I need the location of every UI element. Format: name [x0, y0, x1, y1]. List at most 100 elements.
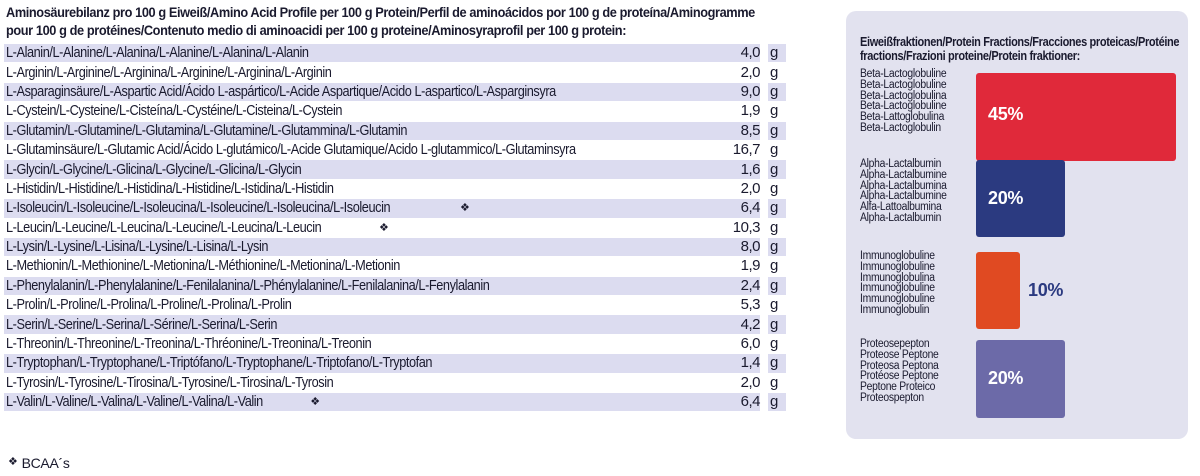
amino-acid-name: L-Serin/L-Serine/L-Serina/L-Sérine/L-Ser…: [4, 314, 694, 335]
amino-acid-name-text: L-Isoleucin/L-Isoleucine/L-Isoleucina/L-…: [6, 199, 391, 217]
amino-acid-name-text: L-Threonin/L-Threonine/L-Treonina/L-Thré…: [6, 335, 372, 353]
amino-acid-name: L-Valin/L-Valine/L-Valina/L-Valine/L-Val…: [4, 392, 694, 413]
amino-acid-name-text: L-Methionin/L-Methionine/L-Metionina/L-M…: [6, 257, 400, 275]
amino-acid-section: Aminosäurebilanz pro 100 g Eiweiß/Amino …: [4, 4, 786, 413]
amino-acid-unit: g: [768, 179, 786, 200]
column-gap: [760, 198, 768, 219]
amino-acid-value: 5,3: [694, 295, 761, 316]
table-row: L-Glutamin/L-Glutamine/L-Glutamina/L-Glu…: [4, 121, 786, 141]
amino-acid-value: 8,5: [694, 121, 761, 141]
fraction-percent-label: 20%: [988, 368, 1024, 388]
fraction-name: Peptone Proteico: [860, 381, 936, 394]
amino-acid-unit: g: [768, 353, 786, 374]
table-row: L-Valin/L-Valine/L-Valina/L-Valine/L-Val…: [4, 392, 786, 413]
fraction-percent-label: 10%: [1028, 280, 1064, 300]
amino-acid-unit: g: [768, 121, 786, 141]
bcaa-mark-icon: ❖: [8, 456, 18, 468]
amino-acid-unit: g: [768, 82, 786, 103]
column-gap: [760, 276, 768, 297]
amino-acid-name: L-Phenylalanin/L-Phenylalanine/L-Fenilal…: [4, 276, 694, 297]
amino-acid-value: 1,9: [694, 101, 761, 122]
table-row: L-Serin/L-Serine/L-Serina/L-Sérine/L-Ser…: [4, 314, 786, 335]
fraction-name: Proteosa Peptona: [860, 359, 939, 372]
column-gap: [760, 218, 768, 238]
column-gap: [760, 121, 768, 141]
amino-acid-name-text: L-Cystein/L-Cysteine/L-Cisteína/L-Cystéi…: [6, 102, 343, 120]
amino-acid-name-text: L-Valin/L-Valine/L-Valina/L-Valine/L-Val…: [6, 393, 263, 411]
amino-acid-value: 1,9: [694, 256, 761, 277]
column-gap: [760, 62, 768, 83]
fraction-name: Beta-Lactoglobulina: [860, 89, 947, 102]
fraction-names: Alpha-Lactalbumin Alpha-Lactalbumine Alpha…: [860, 158, 947, 224]
amino-acid-name-text: L-Prolin/L-Proline/L-Prolina/L-Proline/L…: [6, 296, 292, 314]
table-row: L-Tryptophan/L-Tryptophane/L-Triptófano/…: [4, 353, 786, 374]
bcaa-footnote-text: BCAA´s: [21, 455, 70, 471]
table-row: L-Leucin/L-Leucine/L-Leucina/L-Leucine/L…: [4, 218, 786, 238]
column-gap: [760, 256, 768, 277]
fraction-bar: [976, 340, 1065, 418]
column-gap: [760, 237, 768, 258]
table-row: L-Threonin/L-Threonine/L-Treonina/L-Thré…: [4, 334, 786, 355]
amino-acid-unit: g: [768, 44, 786, 64]
amino-acid-value: 6,4: [694, 198, 761, 219]
amino-acid-name: L-Glutaminsäure/L-Glutamic Acid/Ácido L-…: [4, 140, 694, 161]
amino-acid-name: L-Methionin/L-Methionine/L-Metionina/L-M…: [4, 256, 694, 277]
amino-acid-name: L-Asparaginsäure/L-Aspartic Acid/Ácido L…: [4, 82, 694, 103]
amino-acid-name: L-Prolin/L-Proline/L-Prolina/L-Proline/L…: [4, 295, 694, 316]
amino-acid-unit: g: [768, 314, 786, 335]
amino-acid-unit: g: [768, 198, 786, 219]
amino-acid-value: 4,2: [694, 314, 761, 335]
amino-acid-name-text: L-Alanin/L-Alanine/L-Alanina/L-Alanine/L…: [6, 44, 309, 62]
amino-acid-name-text: L-Leucin/L-Leucine/L-Leucina/L-Leucine/L…: [6, 218, 322, 236]
table-row: L-Asparaginsäure/L-Aspartic Acid/Ácido L…: [4, 82, 786, 103]
column-gap: [760, 314, 768, 335]
amino-acid-name-text: L-Tyrosin/L-Tyrosine/L-Tirosina/L-Tyrosi…: [6, 373, 334, 391]
column-gap: [760, 82, 768, 103]
fraction-name: Beta-Lactoglobuline: [860, 78, 947, 91]
column-gap: [760, 353, 768, 374]
amino-acid-name-text: L-Histidin/L-Histidine/L-Histidina/L-His…: [6, 179, 334, 197]
table-row: L-Tyrosin/L-Tyrosine/L-Tirosina/L-Tyrosi…: [4, 373, 786, 394]
amino-acid-unit: g: [768, 373, 786, 394]
amino-acid-name: L-Tryptophan/L-Tryptophane/L-Triptófano/…: [4, 353, 694, 374]
amino-acid-unit: g: [768, 256, 786, 277]
amino-acid-name-text: L-Serin/L-Serine/L-Serina/L-Sérine/L-Ser…: [6, 315, 278, 333]
table-row: L-Isoleucin/L-Isoleucine/L-Isoleucina/L-…: [4, 198, 786, 219]
amino-acid-value: 2,0: [694, 62, 761, 83]
column-gap: [760, 44, 768, 64]
amino-acid-unit: g: [768, 159, 786, 180]
amino-acid-name-text: L-Phenylalanin/L-Phenylalanine/L-Fenilal…: [6, 276, 490, 294]
amino-acid-unit: g: [768, 62, 786, 83]
fraction-percent-label: 45%: [988, 104, 1024, 124]
amino-acid-name: L-Cystein/L-Cysteine/L-Cisteína/L-Cystéi…: [4, 101, 694, 122]
fraction-name: Beta-Lactoglobulin: [860, 121, 941, 134]
amino-acid-value: 2,0: [694, 179, 761, 200]
table-row: L-Glycin/L-Glycine/L-Glicina/L-Glycine/L…: [4, 159, 786, 180]
fraction-names: Proteosepepton Proteose Peptone Proteosa P…: [860, 338, 939, 404]
table-row: L-Cystein/L-Cysteine/L-Cisteína/L-Cystéi…: [4, 101, 786, 122]
amino-acid-unit: g: [768, 276, 786, 297]
fraction-name: Protéose Peptone: [860, 370, 939, 383]
column-gap: [760, 101, 768, 122]
amino-acid-name: L-Isoleucin/L-Isoleucine/L-Isoleucina/L-…: [4, 198, 694, 219]
bcaa-mark-icon: ❖: [459, 202, 470, 215]
fraction-name: Alfa-Lattoalbumina: [860, 201, 942, 214]
amino-acid-value: 6,0: [694, 334, 761, 355]
amino-acid-value: 4,0: [694, 44, 761, 64]
fraction-name: Proteospepton: [860, 391, 924, 404]
table-row: L-Alanin/L-Alanine/L-Alanina/L-Alanine/L…: [4, 44, 786, 64]
amino-acid-value: 9,0: [694, 82, 761, 103]
amino-acid-value: 1,4: [694, 353, 761, 374]
fraction-name: Proteose Peptone: [860, 348, 939, 361]
table-row: L-Methionin/L-Methionine/L-Metionina/L-M…: [4, 256, 786, 277]
amino-acid-name: L-Glutamin/L-Glutamine/L-Glutamina/L-Glu…: [4, 121, 694, 141]
fraction-name: Immunoglobulin: [860, 303, 930, 316]
protein-fractions-title: Eiweißfraktionen/Protein Fractions/Fracc…: [860, 35, 1180, 63]
amino-acid-unit: g: [768, 218, 786, 238]
amino-acid-name: L-Leucin/L-Leucine/L-Leucina/L-Leucine/L…: [4, 218, 694, 238]
amino-acid-unit: g: [768, 334, 786, 355]
amino-acid-value: 2,0: [694, 373, 761, 394]
amino-acid-name-text: L-Asparaginsäure/L-Aspartic Acid/Ácido L…: [6, 82, 556, 100]
fraction-name: Immunoglobuline: [860, 293, 935, 306]
fraction-names: Beta-Lactoglobuline Beta-Lactoglobuline Be…: [860, 68, 947, 134]
